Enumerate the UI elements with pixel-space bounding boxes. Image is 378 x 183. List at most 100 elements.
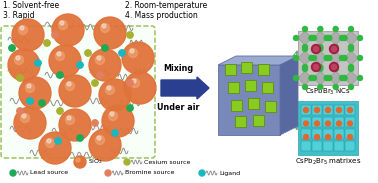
Circle shape: [124, 72, 156, 104]
Circle shape: [74, 156, 86, 168]
Circle shape: [39, 100, 45, 106]
Polygon shape: [344, 51, 358, 65]
Circle shape: [349, 64, 353, 70]
Circle shape: [127, 105, 133, 111]
FancyBboxPatch shape: [334, 141, 344, 151]
Circle shape: [309, 55, 314, 61]
Circle shape: [318, 44, 323, 49]
FancyBboxPatch shape: [345, 105, 355, 115]
Circle shape: [333, 44, 338, 49]
Circle shape: [97, 136, 101, 140]
FancyBboxPatch shape: [262, 82, 273, 93]
Circle shape: [325, 121, 330, 126]
Circle shape: [293, 76, 299, 81]
Circle shape: [56, 51, 65, 61]
FancyBboxPatch shape: [323, 105, 333, 115]
Circle shape: [14, 107, 46, 139]
Circle shape: [339, 76, 344, 81]
Circle shape: [330, 63, 339, 72]
Circle shape: [339, 36, 344, 40]
Circle shape: [358, 55, 363, 61]
Circle shape: [105, 85, 115, 94]
Circle shape: [127, 80, 133, 86]
Circle shape: [65, 115, 74, 124]
Circle shape: [52, 32, 58, 38]
Circle shape: [119, 50, 125, 56]
FancyBboxPatch shape: [312, 105, 322, 115]
Circle shape: [59, 20, 68, 29]
Circle shape: [349, 85, 353, 89]
Circle shape: [327, 36, 332, 40]
Circle shape: [99, 79, 131, 111]
Circle shape: [314, 135, 319, 139]
Circle shape: [35, 60, 41, 66]
Circle shape: [96, 135, 104, 145]
FancyBboxPatch shape: [312, 129, 322, 139]
FancyBboxPatch shape: [228, 82, 239, 93]
Circle shape: [124, 159, 130, 165]
FancyBboxPatch shape: [245, 80, 256, 91]
FancyBboxPatch shape: [248, 98, 259, 109]
Circle shape: [101, 23, 110, 33]
Circle shape: [130, 49, 134, 53]
Circle shape: [85, 50, 91, 56]
Circle shape: [20, 26, 24, 30]
Circle shape: [89, 49, 121, 81]
Circle shape: [314, 107, 319, 113]
Circle shape: [358, 36, 363, 40]
Circle shape: [112, 130, 118, 136]
Circle shape: [330, 44, 339, 53]
Circle shape: [336, 135, 341, 139]
Circle shape: [130, 79, 139, 87]
FancyBboxPatch shape: [345, 117, 355, 127]
Circle shape: [67, 116, 71, 120]
Circle shape: [19, 25, 28, 35]
Circle shape: [127, 32, 133, 38]
Circle shape: [16, 56, 20, 60]
Circle shape: [313, 64, 319, 70]
Circle shape: [59, 109, 91, 141]
Circle shape: [333, 64, 338, 70]
FancyBboxPatch shape: [265, 101, 276, 112]
Circle shape: [311, 63, 321, 72]
Circle shape: [17, 108, 23, 114]
Text: Under air: Under air: [157, 103, 199, 112]
Circle shape: [39, 132, 71, 164]
Circle shape: [302, 27, 307, 31]
Circle shape: [77, 62, 83, 68]
FancyBboxPatch shape: [301, 129, 311, 139]
Circle shape: [336, 107, 341, 113]
Circle shape: [332, 64, 336, 70]
Polygon shape: [313, 31, 327, 45]
Circle shape: [14, 55, 23, 64]
FancyBboxPatch shape: [312, 117, 322, 127]
Circle shape: [347, 121, 353, 126]
Polygon shape: [328, 51, 343, 65]
Circle shape: [59, 75, 91, 107]
Circle shape: [349, 46, 353, 51]
Circle shape: [302, 85, 307, 89]
Circle shape: [57, 108, 63, 114]
Text: CsPb$_2$Br$_5$ matrixes: CsPb$_2$Br$_5$ matrixes: [295, 157, 361, 167]
Circle shape: [8, 49, 40, 81]
Polygon shape: [218, 65, 280, 135]
Circle shape: [302, 46, 307, 51]
Circle shape: [349, 44, 353, 49]
Circle shape: [333, 27, 338, 31]
Circle shape: [318, 66, 323, 72]
FancyBboxPatch shape: [301, 141, 311, 151]
Circle shape: [108, 111, 118, 120]
Circle shape: [333, 46, 338, 51]
Text: 1. Solvent-free: 1. Solvent-free: [3, 1, 59, 10]
Polygon shape: [344, 31, 358, 45]
Text: 3. Rapid: 3. Rapid: [3, 11, 35, 20]
Circle shape: [339, 55, 344, 61]
FancyBboxPatch shape: [298, 31, 358, 85]
Circle shape: [199, 170, 205, 176]
Circle shape: [347, 135, 353, 139]
Circle shape: [92, 80, 98, 86]
Circle shape: [325, 107, 330, 113]
Polygon shape: [280, 56, 298, 135]
Circle shape: [89, 129, 121, 161]
Circle shape: [318, 46, 323, 51]
